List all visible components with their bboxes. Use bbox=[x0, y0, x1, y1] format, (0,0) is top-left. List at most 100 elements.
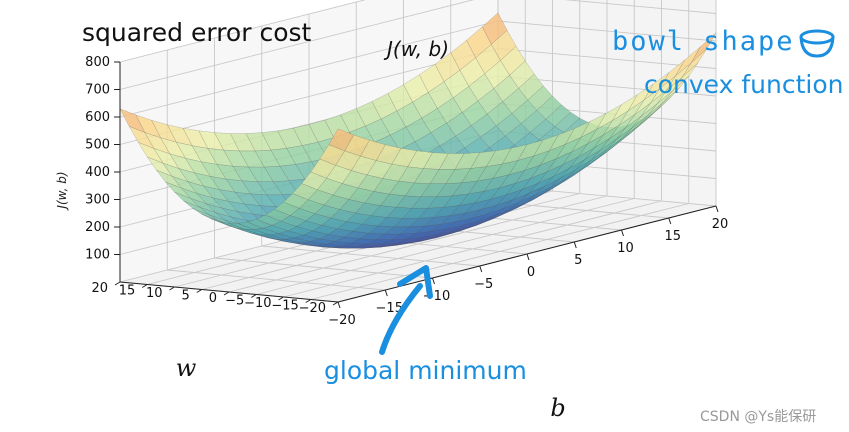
surface-patch bbox=[334, 236, 361, 244]
b-tick-mark bbox=[573, 241, 577, 249]
z-tick-label: 600 bbox=[85, 110, 110, 125]
b-tick-label: 20 bbox=[712, 217, 729, 232]
z-tick-label: 500 bbox=[85, 138, 110, 153]
global-minimum-annotation: global minimum bbox=[324, 356, 527, 385]
cost-surface bbox=[119, 12, 717, 249]
surface-patch bbox=[237, 221, 264, 230]
grid-floor-w bbox=[228, 195, 608, 293]
b-tick-mark bbox=[479, 265, 483, 273]
surface-patch bbox=[289, 208, 316, 222]
surface-patch bbox=[436, 182, 463, 197]
z-tick-label: 700 bbox=[85, 83, 110, 98]
surface-patch bbox=[216, 164, 243, 182]
surface-patch bbox=[499, 169, 526, 189]
axis-ticks: 100200300400500600700800−20−15−10−505101… bbox=[85, 55, 728, 328]
z-axis-label: J(w, b) bbox=[55, 171, 69, 210]
surface-patch bbox=[200, 161, 227, 180]
chart-title: squared error cost bbox=[82, 18, 312, 47]
grid-floor-w bbox=[310, 203, 689, 300]
axis-labels: J(w, b) J(w, b) w b bbox=[55, 37, 566, 422]
surface-patch bbox=[585, 137, 611, 160]
bowl-shape-annotation: bowl shape bbox=[612, 26, 795, 57]
surface-patch bbox=[328, 128, 355, 152]
bowl-icon bbox=[799, 29, 835, 58]
z-tick-label: 400 bbox=[85, 165, 110, 180]
w-tick-label: −15 bbox=[271, 299, 298, 314]
surface-patch bbox=[214, 132, 240, 152]
surface-patch bbox=[220, 207, 248, 221]
surface-patch bbox=[219, 221, 245, 230]
b-tick-mark bbox=[337, 301, 341, 309]
w-tick-mark bbox=[223, 291, 230, 296]
b-tick-label: 0 bbox=[527, 265, 535, 280]
w-tick-label: −10 bbox=[244, 296, 271, 311]
grid-floor-w bbox=[283, 200, 662, 298]
surface-patch bbox=[271, 220, 298, 231]
surface-patch bbox=[467, 178, 494, 195]
surface-patch bbox=[548, 128, 575, 152]
w-tick-mark bbox=[332, 301, 339, 306]
surface-patch bbox=[627, 83, 654, 111]
surface-patch bbox=[193, 172, 220, 190]
surface-patch bbox=[226, 224, 252, 234]
surface-patch bbox=[321, 217, 348, 229]
watermark: CSDN @Ys能保研 bbox=[700, 409, 817, 425]
b-tick-label: 10 bbox=[617, 241, 634, 256]
b-tick-mark bbox=[384, 289, 388, 297]
surface-patch bbox=[243, 203, 270, 217]
w-tick-mark bbox=[169, 286, 175, 291]
b-tick-mark bbox=[621, 229, 624, 237]
surface-patch bbox=[675, 46, 701, 77]
b-tick-mark bbox=[668, 217, 672, 225]
grid-wall-z bbox=[497, 20, 717, 42]
b-tick-label: 15 bbox=[664, 229, 681, 244]
b-tick-label: −20 bbox=[328, 313, 355, 328]
w-tick-mark bbox=[141, 284, 148, 288]
surface-patch bbox=[269, 233, 295, 240]
z-tick-label: 800 bbox=[85, 55, 110, 70]
z-tick-label: 100 bbox=[85, 248, 110, 263]
grid-wall-z bbox=[119, 20, 499, 118]
surface-patch bbox=[287, 226, 314, 236]
surface-patch bbox=[445, 226, 471, 236]
surface-patch bbox=[232, 165, 258, 182]
b-tick-mark bbox=[715, 205, 719, 213]
convex-function-annotation: convex function bbox=[644, 70, 844, 99]
surface-patch bbox=[526, 186, 552, 203]
grid-wall-z bbox=[563, 0, 717, 14]
b-tick-mark bbox=[432, 277, 435, 285]
w-axis-label: w bbox=[176, 354, 197, 382]
surface-top-label: J(w, b) bbox=[383, 37, 449, 61]
w-tick-mark bbox=[114, 281, 121, 286]
surface-patch bbox=[155, 169, 182, 189]
w-tick-label: 15 bbox=[119, 284, 136, 299]
surface-patch bbox=[283, 193, 309, 209]
grid-wall-z bbox=[119, 0, 475, 90]
surface-patch bbox=[397, 236, 423, 244]
b-tick-label: −15 bbox=[376, 301, 403, 316]
surface-patch bbox=[375, 144, 402, 165]
surface-patch bbox=[580, 112, 607, 138]
z-tick-label: 200 bbox=[85, 220, 110, 235]
surface-patch bbox=[241, 180, 268, 196]
surface-patch bbox=[616, 115, 642, 140]
surface-patch bbox=[600, 127, 626, 150]
w-tick-label: −5 bbox=[225, 294, 244, 309]
surface-patch bbox=[227, 200, 254, 215]
b-tick-mark bbox=[526, 253, 530, 261]
surface-patch bbox=[476, 214, 502, 226]
w-tick-label: 0 bbox=[209, 291, 217, 306]
surface-patch bbox=[225, 178, 252, 195]
surface-patch bbox=[332, 183, 359, 200]
w-tick-mark bbox=[305, 299, 312, 303]
w-tick-label: −20 bbox=[299, 301, 326, 316]
b-axis-label: b bbox=[550, 394, 565, 422]
grid-wall-z bbox=[119, 0, 366, 63]
b-tick-label: −5 bbox=[474, 277, 493, 292]
surface-patch bbox=[292, 183, 318, 200]
surface-patch bbox=[438, 153, 465, 170]
surface-patch bbox=[427, 195, 454, 209]
z-tick-label: 300 bbox=[85, 193, 110, 208]
global-minimum-arrow bbox=[379, 265, 433, 355]
w-tick-label: 20 bbox=[91, 281, 108, 296]
